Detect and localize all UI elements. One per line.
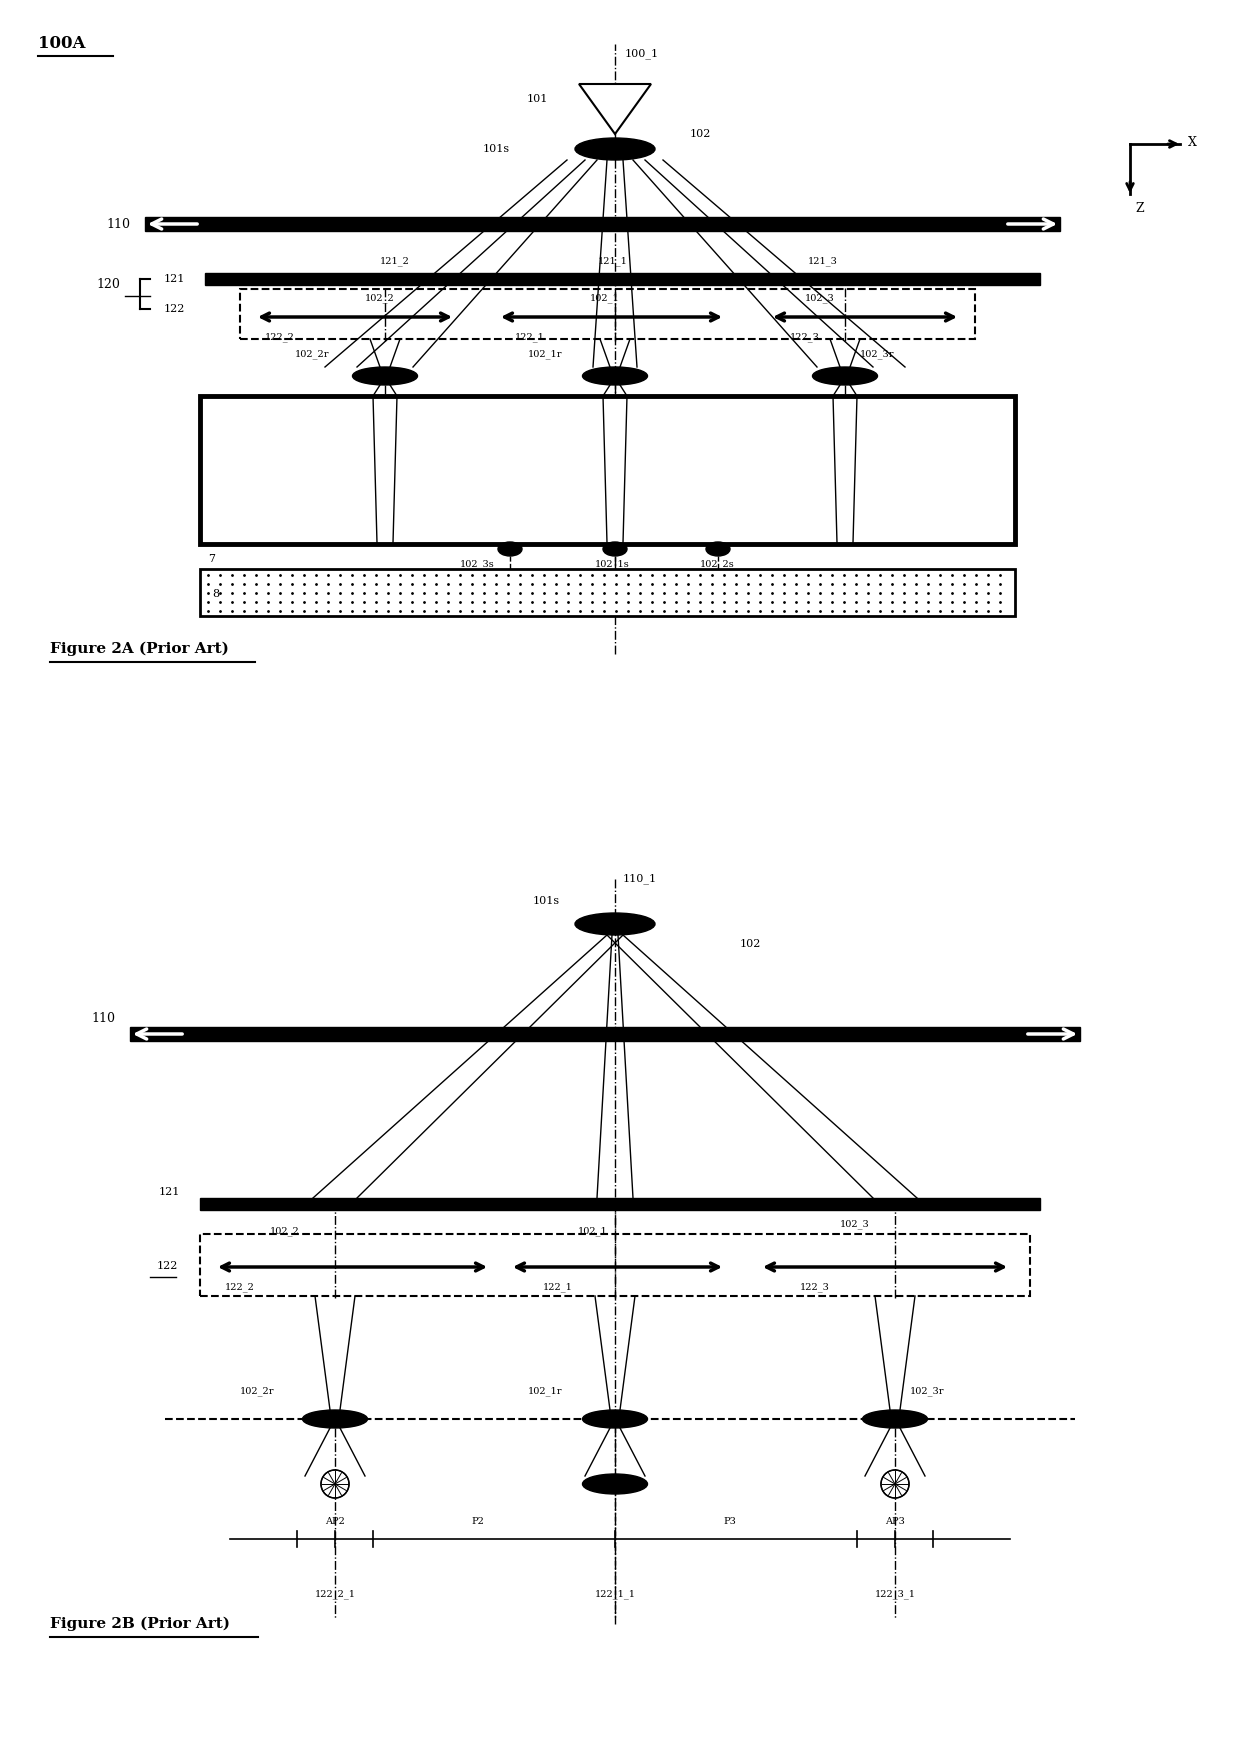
Text: 101s: 101s bbox=[482, 145, 510, 153]
Bar bbox=[200, 1198, 1040, 1210]
Polygon shape bbox=[579, 85, 651, 134]
Text: 122_2: 122_2 bbox=[224, 1282, 255, 1291]
Text: 102_1r: 102_1r bbox=[528, 349, 563, 360]
Text: 120: 120 bbox=[97, 277, 120, 291]
Text: 100A: 100A bbox=[38, 35, 86, 53]
Text: 102_2s: 102_2s bbox=[701, 559, 735, 568]
Ellipse shape bbox=[706, 542, 730, 556]
Text: 122_1: 122_1 bbox=[515, 332, 544, 342]
Ellipse shape bbox=[575, 914, 655, 935]
Text: 122: 122 bbox=[164, 303, 185, 314]
Text: 122_3_1: 122_3_1 bbox=[874, 1589, 915, 1598]
Text: 102_1: 102_1 bbox=[590, 293, 620, 303]
Ellipse shape bbox=[303, 1409, 367, 1429]
Text: 8: 8 bbox=[212, 589, 219, 600]
Ellipse shape bbox=[603, 542, 627, 556]
Text: 121: 121 bbox=[159, 1187, 180, 1198]
Bar bbox=[200, 570, 1016, 616]
Text: 100A-P: 100A-P bbox=[270, 462, 321, 476]
Text: 102: 102 bbox=[689, 129, 712, 139]
Ellipse shape bbox=[583, 1409, 647, 1429]
Text: 102_2: 102_2 bbox=[365, 293, 394, 303]
Text: 102_3s: 102_3s bbox=[460, 559, 495, 568]
Text: 121_2: 121_2 bbox=[379, 256, 410, 266]
Text: 102: 102 bbox=[740, 938, 761, 949]
Ellipse shape bbox=[812, 367, 878, 385]
Text: 102_2r: 102_2r bbox=[295, 349, 330, 360]
Text: 101: 101 bbox=[527, 93, 548, 104]
Ellipse shape bbox=[583, 367, 647, 385]
Ellipse shape bbox=[863, 1409, 928, 1429]
Text: 121_3: 121_3 bbox=[808, 256, 838, 266]
Ellipse shape bbox=[352, 367, 418, 385]
Text: 121: 121 bbox=[164, 273, 185, 284]
Text: 102_3r: 102_3r bbox=[861, 349, 894, 360]
Ellipse shape bbox=[498, 542, 522, 556]
Circle shape bbox=[321, 1469, 348, 1498]
Ellipse shape bbox=[583, 1475, 647, 1494]
Text: 110: 110 bbox=[91, 1013, 115, 1025]
Bar bbox=[130, 1027, 1080, 1041]
Text: 102_1: 102_1 bbox=[578, 1226, 608, 1237]
Text: P3: P3 bbox=[724, 1517, 737, 1526]
Text: Z: Z bbox=[1135, 203, 1143, 215]
Text: 110_1: 110_1 bbox=[622, 873, 657, 884]
Text: 122: 122 bbox=[156, 1261, 179, 1272]
Text: P2: P2 bbox=[471, 1517, 485, 1526]
Text: 122_1_1: 122_1_1 bbox=[594, 1589, 635, 1598]
Circle shape bbox=[880, 1469, 909, 1498]
Text: 101s: 101s bbox=[533, 896, 560, 907]
Text: AP2: AP2 bbox=[325, 1517, 345, 1526]
Text: 122_1: 122_1 bbox=[543, 1282, 573, 1291]
Text: 102_3: 102_3 bbox=[839, 1219, 869, 1230]
Bar bbox=[200, 1235, 1030, 1297]
Ellipse shape bbox=[575, 138, 655, 161]
Text: 122_2_1: 122_2_1 bbox=[315, 1589, 356, 1598]
Text: 102_1s: 102_1s bbox=[595, 559, 630, 568]
Text: 102_3: 102_3 bbox=[805, 293, 835, 303]
Text: 102_3r: 102_3r bbox=[910, 1387, 945, 1395]
Text: 122_2: 122_2 bbox=[265, 332, 295, 342]
Text: Figure 2A (Prior Art): Figure 2A (Prior Art) bbox=[50, 642, 229, 656]
Text: 7: 7 bbox=[208, 554, 215, 564]
Text: 102_2: 102_2 bbox=[270, 1226, 300, 1237]
Text: 121_1: 121_1 bbox=[598, 256, 627, 266]
Bar bbox=[241, 289, 975, 339]
Text: 122_3: 122_3 bbox=[800, 1282, 830, 1291]
Text: X: X bbox=[1188, 136, 1197, 148]
Text: 100_1: 100_1 bbox=[625, 48, 660, 58]
Text: AP3: AP3 bbox=[885, 1517, 905, 1526]
Bar bbox=[205, 273, 1040, 286]
Text: 102_2r: 102_2r bbox=[241, 1387, 274, 1395]
Bar bbox=[145, 217, 1060, 231]
Text: 122_3: 122_3 bbox=[790, 332, 820, 342]
Text: 110: 110 bbox=[105, 217, 130, 231]
Bar bbox=[200, 395, 1016, 543]
Text: Figure 2B (Prior Art): Figure 2B (Prior Art) bbox=[50, 1618, 229, 1632]
Text: 102_1r: 102_1r bbox=[528, 1387, 563, 1395]
